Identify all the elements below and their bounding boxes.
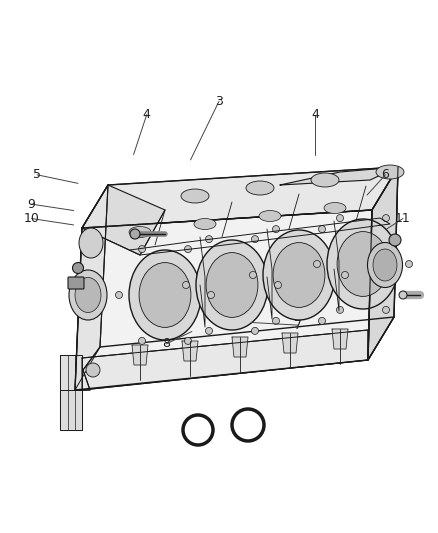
Ellipse shape bbox=[337, 232, 389, 296]
Polygon shape bbox=[182, 341, 198, 361]
Ellipse shape bbox=[272, 317, 279, 325]
Ellipse shape bbox=[181, 189, 209, 203]
Polygon shape bbox=[60, 355, 82, 390]
Text: 6: 6 bbox=[381, 168, 389, 181]
Ellipse shape bbox=[324, 203, 346, 214]
Ellipse shape bbox=[251, 236, 258, 243]
Ellipse shape bbox=[205, 236, 212, 243]
Text: 3: 3 bbox=[215, 95, 223, 108]
Ellipse shape bbox=[138, 337, 145, 344]
Ellipse shape bbox=[318, 317, 325, 325]
Ellipse shape bbox=[129, 250, 201, 340]
Ellipse shape bbox=[382, 215, 389, 222]
Ellipse shape bbox=[184, 337, 191, 344]
Ellipse shape bbox=[184, 246, 191, 253]
Polygon shape bbox=[332, 329, 348, 349]
Ellipse shape bbox=[336, 306, 343, 313]
Ellipse shape bbox=[73, 262, 84, 273]
Ellipse shape bbox=[275, 281, 282, 288]
Ellipse shape bbox=[75, 278, 101, 312]
Polygon shape bbox=[75, 210, 372, 390]
Ellipse shape bbox=[273, 243, 325, 308]
Ellipse shape bbox=[389, 234, 401, 246]
Polygon shape bbox=[82, 330, 368, 390]
Text: 10: 10 bbox=[24, 212, 39, 225]
Polygon shape bbox=[368, 167, 398, 360]
Ellipse shape bbox=[250, 271, 257, 279]
Ellipse shape bbox=[129, 227, 151, 238]
Ellipse shape bbox=[251, 327, 258, 334]
Ellipse shape bbox=[382, 306, 389, 313]
Ellipse shape bbox=[246, 181, 274, 195]
Ellipse shape bbox=[86, 363, 100, 377]
FancyBboxPatch shape bbox=[68, 277, 84, 289]
Polygon shape bbox=[82, 167, 398, 228]
Text: 11: 11 bbox=[395, 212, 411, 225]
Ellipse shape bbox=[259, 211, 281, 222]
Polygon shape bbox=[232, 337, 248, 357]
Text: 7: 7 bbox=[294, 319, 302, 332]
Ellipse shape bbox=[130, 229, 140, 239]
Ellipse shape bbox=[399, 291, 407, 299]
Polygon shape bbox=[280, 167, 398, 185]
Ellipse shape bbox=[342, 271, 349, 279]
Ellipse shape bbox=[311, 173, 339, 187]
Ellipse shape bbox=[314, 261, 321, 268]
Ellipse shape bbox=[189, 421, 207, 439]
Ellipse shape bbox=[139, 263, 191, 327]
Ellipse shape bbox=[406, 261, 413, 268]
Ellipse shape bbox=[116, 292, 123, 298]
Ellipse shape bbox=[194, 219, 216, 230]
Ellipse shape bbox=[327, 219, 399, 309]
Text: 4: 4 bbox=[143, 108, 151, 121]
Ellipse shape bbox=[238, 415, 258, 435]
Text: 8: 8 bbox=[162, 337, 170, 350]
Ellipse shape bbox=[206, 253, 258, 317]
Ellipse shape bbox=[138, 246, 145, 253]
Polygon shape bbox=[368, 167, 398, 360]
Ellipse shape bbox=[183, 281, 190, 288]
Ellipse shape bbox=[232, 409, 264, 441]
Polygon shape bbox=[75, 185, 108, 390]
Ellipse shape bbox=[373, 249, 397, 281]
Ellipse shape bbox=[318, 225, 325, 232]
Polygon shape bbox=[82, 185, 165, 255]
Text: 4: 4 bbox=[311, 108, 319, 121]
Text: 9: 9 bbox=[28, 198, 35, 211]
Polygon shape bbox=[282, 333, 298, 353]
Text: 5: 5 bbox=[33, 168, 41, 181]
Ellipse shape bbox=[196, 240, 268, 330]
Ellipse shape bbox=[205, 327, 212, 334]
Ellipse shape bbox=[376, 165, 404, 179]
Polygon shape bbox=[60, 390, 82, 430]
Ellipse shape bbox=[79, 228, 103, 258]
Ellipse shape bbox=[272, 225, 279, 232]
Ellipse shape bbox=[208, 292, 215, 298]
Ellipse shape bbox=[367, 243, 403, 287]
Polygon shape bbox=[132, 345, 148, 365]
Ellipse shape bbox=[263, 230, 335, 320]
Ellipse shape bbox=[336, 215, 343, 222]
Ellipse shape bbox=[69, 270, 107, 320]
Ellipse shape bbox=[183, 415, 213, 445]
